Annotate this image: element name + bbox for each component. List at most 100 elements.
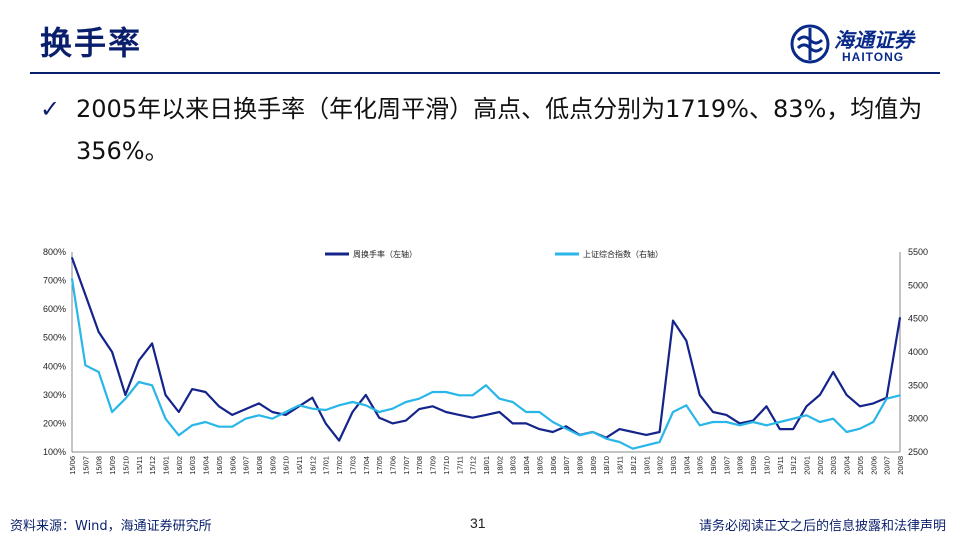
turnover-point [97,331,100,333]
index-point [698,424,701,427]
turnover-point [685,339,688,342]
index-point [71,277,73,280]
index-series-line [70,278,901,450]
y-right-tick-label: 4500 [908,314,928,324]
x-tick-label: 19/12 [789,456,798,475]
x-tick-label: 17/03 [348,456,357,475]
turnover-point [431,405,434,408]
turnover-point [324,422,327,425]
x-tick-label: 15/11 [135,456,144,474]
y-right-tick-label: 3500 [908,380,928,390]
index-point [258,414,260,417]
index-point [565,427,567,430]
index-point [391,407,394,410]
turnover-point [164,394,167,396]
turnover-point [738,422,741,425]
x-tick-label: 19/10 [762,456,771,475]
index-point [605,437,607,440]
index-point [338,404,340,407]
index-point [672,411,674,413]
index-point [284,411,287,413]
x-tick-label: 18/06 [549,456,558,475]
x-tick-label: 17/04 [362,456,371,475]
x-tick-label: 20/05 [856,456,865,475]
logo-en: HAITONG [842,50,905,64]
x-tick-label: 18/03 [509,456,518,475]
index-point [792,417,794,420]
turnover-point [84,294,87,296]
turnover-point [632,431,634,433]
x-tick-label: 19/02 [656,456,665,475]
logo-cn: 海通证券 [834,28,914,52]
index-point [244,417,247,420]
turnover-point [658,431,661,433]
x-tick-label: 20/06 [869,456,878,475]
x-tick-label: 16/07 [242,456,251,475]
index-point [752,421,754,423]
haitong-emblem-icon [790,24,830,64]
turnover-point [365,394,367,396]
turnover-point [899,316,901,319]
x-tick-label: 17/12 [469,456,478,475]
index-point [378,411,380,413]
turnover-point [271,411,274,413]
index-point [538,411,541,413]
turnover-point [859,405,861,408]
turnover-point [645,434,648,436]
x-tick-label: 16/09 [268,456,277,475]
legend-label-turnover: 周换手率（左轴） [353,249,417,259]
y-left-tick-label: 500% [43,333,66,343]
index-point [578,434,581,437]
turnover-point [832,371,835,373]
index-point [191,424,193,427]
index-point [204,421,207,423]
turnover-point [672,319,674,322]
index-point [405,401,407,403]
index-point [525,411,527,413]
x-tick-label: 15/10 [121,456,130,475]
y-left-tick-label: 100% [43,447,66,457]
index-point [271,417,274,420]
turnover-point [151,342,153,345]
turnover-point [551,431,554,433]
index-point [471,394,474,397]
turnover-point [485,414,487,416]
x-tick-label: 17/06 [389,456,398,475]
turnover-point [311,396,314,399]
index-point [445,391,447,393]
x-tick-label: 16/06 [228,456,237,475]
y-left-tick-label: 400% [43,361,66,371]
x-tick-label: 17/09 [429,456,438,475]
x-tick-label: 19/11 [776,456,785,474]
index-point [632,447,634,450]
turnover-point [805,405,808,408]
x-tick-label: 16/11 [295,456,304,474]
y-left-tick-label: 300% [43,390,66,400]
index-point [765,424,768,427]
x-tick-label: 15/12 [148,456,157,475]
index-point [779,421,781,423]
turnover-point [124,394,127,396]
x-tick-label: 20/04 [843,456,852,475]
turnover-point [378,416,380,419]
x-tick-label: 15/09 [108,456,117,475]
turnover-point [525,422,527,425]
x-tick-label: 19/04 [682,456,691,475]
x-tick-label: 18/08 [575,456,584,475]
index-point [725,421,728,423]
index-point [845,431,848,433]
turnover-point [191,388,193,390]
x-tick-label: 18/12 [629,456,638,475]
x-tick-label: 16/04 [202,456,211,475]
y-left-tick-label: 200% [43,418,66,428]
index-point [431,391,434,393]
turnover-point [351,411,354,413]
index-point [324,409,327,411]
x-tick-label: 19/08 [736,456,745,475]
turnover-point [231,414,234,416]
turnover-point [284,414,287,416]
turnover-point [418,408,421,410]
x-tick-label: 19/06 [709,456,718,475]
disclaimer: 请务必阅读正文之后的信息披露和法律声明 [698,519,946,534]
